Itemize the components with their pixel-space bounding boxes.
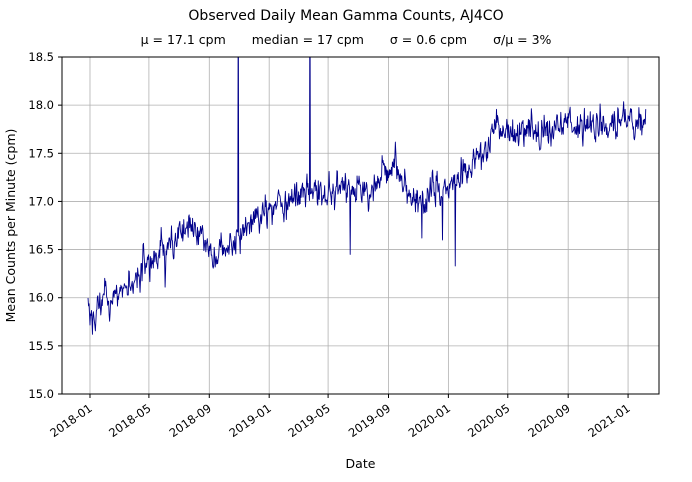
x-tick-label: 2018-09 bbox=[167, 401, 214, 440]
stat-sigma: σ = 0.6 cpm bbox=[389, 32, 468, 47]
chart-title: Observed Daily Mean Gamma Counts, AJ4CO bbox=[188, 8, 504, 24]
stat-mean: μ = 17.1 cpm bbox=[140, 32, 226, 47]
chart-canvas: 15.0 15.5 16.0 16.5 17.0 17.5 18.0 18.5 2018-01 2… bbox=[3, 50, 660, 471]
chart-stats-line: μ = 17.1 cpm median = 17 cpm σ = 0.6 cpm… bbox=[0, 32, 692, 47]
y-tick-label: 15.0 bbox=[28, 387, 54, 401]
y-tick-label: 16.5 bbox=[28, 243, 54, 257]
x-tick-label: 2020-05 bbox=[465, 401, 512, 440]
y-tick-label: 15.5 bbox=[28, 339, 54, 353]
x-tick-label: 2019-05 bbox=[285, 401, 332, 440]
x-tick-label: 2018-05 bbox=[106, 401, 153, 440]
data-series bbox=[87, 57, 647, 335]
y-tick-label: 16.0 bbox=[28, 291, 54, 305]
x-tick-label: 2019-09 bbox=[346, 401, 393, 440]
data-series-line bbox=[87, 57, 647, 335]
stat-sigma-over-mu: σ/μ = 3% bbox=[493, 32, 552, 47]
plot-border bbox=[61, 56, 660, 395]
y-tick-label: 17.5 bbox=[28, 146, 54, 160]
y-tick-label: 18.5 bbox=[28, 50, 54, 64]
x-tick-label: 2019-01 bbox=[227, 401, 274, 440]
y-tick-label: 17.0 bbox=[28, 194, 54, 208]
x-tick-label: 2020-09 bbox=[525, 401, 572, 440]
x-tick-label: 2021-01 bbox=[585, 401, 632, 440]
stat-median: median = 17 cpm bbox=[251, 32, 364, 47]
x-axis-label: Date bbox=[346, 456, 376, 471]
y-tick-label: 18.0 bbox=[28, 98, 54, 112]
x-tick-label: 2020-01 bbox=[406, 401, 453, 440]
y-axis-label: Mean Counts per Minute (cpm) bbox=[3, 129, 18, 323]
x-tick-label: 2018-01 bbox=[47, 401, 94, 440]
